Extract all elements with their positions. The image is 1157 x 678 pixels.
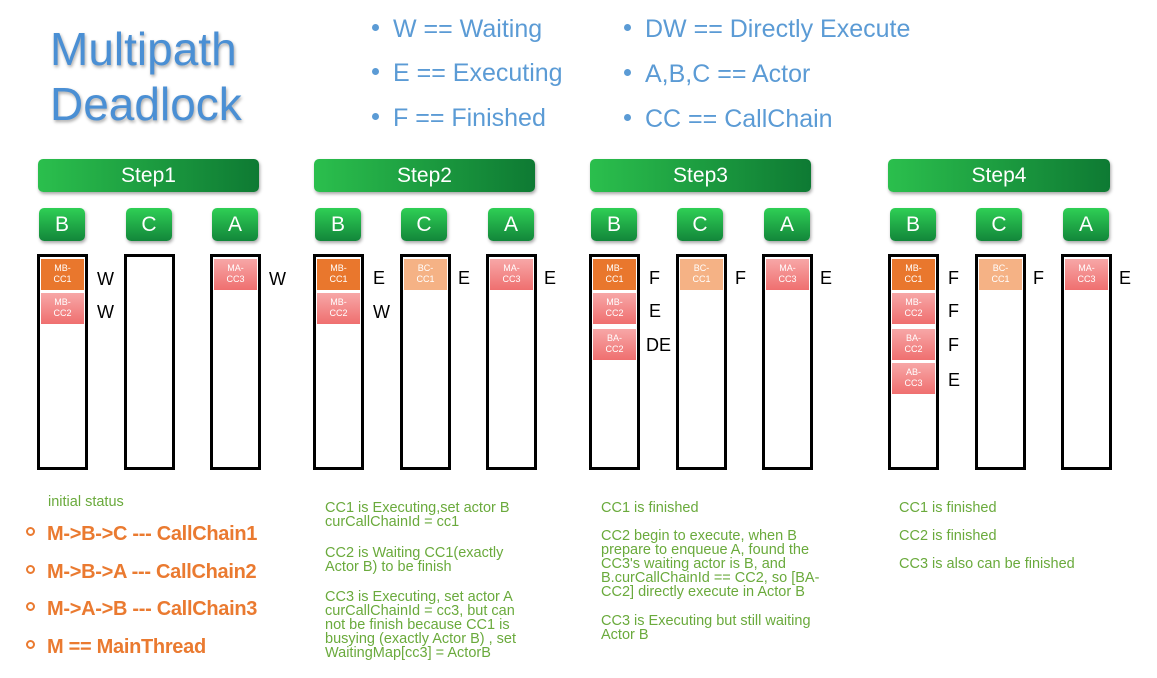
title-line-2: Deadlock [50, 78, 242, 130]
actor-a-queue: MA- CC3 [486, 254, 537, 470]
step4-note-2: CC2 is finished [899, 528, 997, 544]
actor-c-queue: BC- CC1 [676, 254, 727, 470]
legend-item-callchain: CC == CallChain [624, 105, 833, 134]
legend-item-directly-execute: DW == Directly Execute [624, 15, 910, 44]
chip-ab-cc3: AB- CC3 [892, 363, 935, 394]
callchain-item: M == MainThread [26, 636, 206, 659]
state-label: E [649, 301, 662, 321]
chip-ba-cc2: BA- CC2 [892, 329, 935, 360]
chip-mb-cc1: MB- CC1 [41, 259, 84, 290]
chip-mb-cc1: MB- CC1 [892, 259, 935, 290]
actor-b: B [591, 208, 637, 241]
actor-b: B [39, 208, 85, 241]
step3-header: Step3 [590, 159, 811, 192]
actor-b-queue: MB- CC1 MB- CC2 BA- CC2 [589, 254, 640, 470]
chip-mb-cc2: MB- CC2 [41, 293, 84, 324]
legend-item-waiting: W == Waiting [372, 15, 542, 44]
actor-b: B [890, 208, 936, 241]
state-label: F [649, 268, 660, 288]
chip-bc-cc1: BC- CC1 [680, 259, 723, 290]
state-label: W [269, 269, 286, 289]
state-label: W [97, 269, 114, 289]
bullet-icon [372, 23, 379, 31]
legend-item-executing: E == Executing [372, 59, 563, 88]
step1-header: Step1 [38, 159, 259, 192]
actor-a: A [1063, 208, 1109, 241]
bullet-icon [26, 527, 35, 537]
state-label: E [948, 370, 961, 390]
bullet-icon [372, 112, 379, 120]
step2-header: Step2 [314, 159, 535, 192]
actor-a-queue: MA- CC3 [1061, 254, 1112, 470]
actor-b-queue: MB- CC1 MB- CC2 BA- CC2 AB- CC3 [888, 254, 939, 470]
actor-a: A [488, 208, 534, 241]
state-label: W [97, 302, 114, 322]
actor-a: A [212, 208, 258, 241]
bullet-icon [26, 565, 35, 575]
legend-item-finished: F == Finished [372, 104, 546, 133]
actor-b-queue: MB- CC1 MB- CC2 [37, 254, 88, 470]
actor-a-queue: MA- CC3 [210, 254, 261, 470]
state-label: W [373, 302, 390, 322]
actor-c-queue [124, 254, 175, 470]
state-label: F [735, 268, 746, 288]
state-label: E [373, 268, 386, 288]
step3-note-3: CC3 is Executing but still waiting Actor … [601, 613, 811, 643]
diagram-title: Multipath Deadlock [50, 22, 242, 132]
state-label: E [820, 268, 833, 288]
bullet-icon [624, 23, 631, 31]
actor-b-queue: MB- CC1 MB- CC2 [313, 254, 364, 470]
actor-a: A [764, 208, 810, 241]
actor-a-queue: MA- CC3 [762, 254, 813, 470]
state-label: E [458, 268, 471, 288]
chip-ma-cc3: MA- CC3 [490, 259, 533, 290]
chip-ma-cc3: MA- CC3 [1065, 259, 1108, 290]
chip-mb-cc1: MB- CC1 [593, 259, 636, 290]
actor-c-queue: BC- CC1 [975, 254, 1026, 470]
state-label: DE [646, 335, 672, 355]
chip-mb-cc2: MB- CC2 [317, 293, 360, 324]
state-label: F [948, 268, 959, 288]
actor-c: C [677, 208, 723, 241]
chip-ma-cc3: MA- CC3 [766, 259, 809, 290]
bullet-icon [26, 602, 35, 612]
callchain-item: M->A->B --- CallChain3 [26, 598, 257, 621]
step1-initial-status: initial status [48, 494, 124, 510]
chip-mb-cc1: MB- CC1 [317, 259, 360, 290]
actor-c: C [126, 208, 172, 241]
actor-c: C [401, 208, 447, 241]
title-line-1: Multipath [50, 23, 237, 75]
actor-c: C [976, 208, 1022, 241]
state-label: F [1033, 268, 1044, 288]
step2-note-2: CC2 is Waiting CC1(exactly Actor B) to be… [325, 545, 504, 575]
legend-item-actor: A,B,C == Actor [624, 60, 810, 89]
bullet-icon [624, 113, 631, 121]
bullet-icon [624, 68, 631, 76]
chip-ma-cc3: MA- CC3 [214, 259, 257, 290]
step4-header: Step4 [888, 159, 1110, 192]
bullet-icon [26, 640, 35, 650]
state-label: F [948, 335, 959, 355]
state-label: E [544, 268, 557, 288]
callchain-item: M->B->A --- CallChain2 [26, 561, 257, 584]
chip-mb-cc2: MB- CC2 [593, 293, 636, 324]
step4-note-1: CC1 is finished [899, 500, 997, 516]
callchain-item: M->B->C --- CallChain1 [26, 523, 257, 546]
chip-mb-cc2: MB- CC2 [892, 293, 935, 324]
chip-bc-cc1: BC- CC1 [979, 259, 1022, 290]
bullet-icon [372, 67, 379, 75]
actor-c-queue: BC- CC1 [400, 254, 451, 470]
chip-ba-cc2: BA- CC2 [593, 329, 636, 360]
state-label: E [1119, 268, 1132, 288]
step3-note-1: CC1 is finished [601, 500, 699, 516]
chip-bc-cc1: BC- CC1 [404, 259, 447, 290]
state-label: F [948, 301, 959, 321]
step4-note-3: CC3 is also can be finished [899, 556, 1075, 572]
actor-b: B [315, 208, 361, 241]
